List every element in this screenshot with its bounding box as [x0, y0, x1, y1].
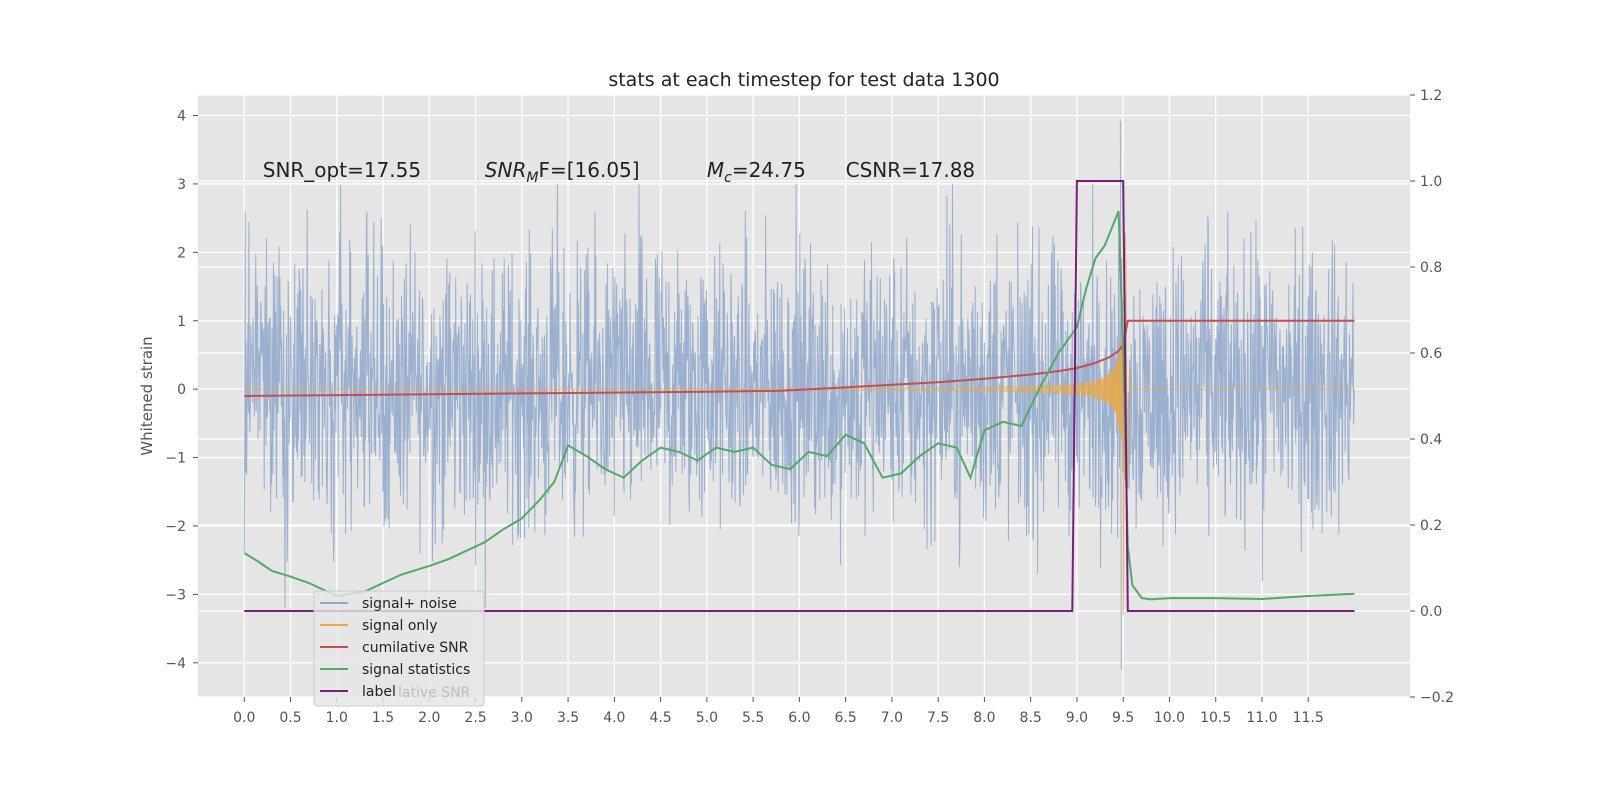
signal-statistics-line — [243, 210, 1355, 601]
y-tick-label-left: −1 — [165, 451, 186, 467]
x-axis: 0.0 0.5 1.0 1.5 2.0 2.5 3.0 3.5 4.0 4.5 5.0 5.5 6.0 6… — [233, 697, 1324, 726]
x-tick-label: 7.5 — [927, 710, 949, 726]
x-tick-label: 4.5 — [649, 710, 671, 726]
y-tick-label-right: 1.0 — [1420, 174, 1442, 190]
x-tick-label: 6.0 — [788, 710, 810, 726]
signal-only-series — [244, 232, 1355, 615]
x-tick-label: 9.0 — [1066, 710, 1088, 726]
x-tick-label: 2.5 — [464, 710, 486, 726]
y-axis-left: 4 3 2 1 0 −1 −2 −3 −4 — [165, 109, 198, 672]
x-tick-label: 5.0 — [696, 710, 718, 726]
legend-label: cumilative SNR — [362, 640, 469, 656]
y-tick-label-right: −0.2 — [1420, 690, 1454, 706]
legend: lative SNR signal+ noise signal only cumila… — [313, 590, 485, 707]
y-axis-right: 1.2 1.0 0.8 0.6 0.4 0.2 0.0 −0.2 — [1410, 88, 1454, 706]
cumulative-snr-line — [244, 319, 1355, 397]
x-tick-label: 9.5 — [1112, 710, 1134, 726]
y-tick-label-right: 0.0 — [1420, 604, 1442, 620]
annotation-subscript: c — [724, 170, 732, 186]
annotation: SNRMF=[16.05] — [485, 158, 640, 186]
legend-label: signal statistics — [362, 662, 470, 678]
x-tick-label: 0.5 — [279, 710, 301, 726]
y-tick-label-right: 0.8 — [1420, 260, 1442, 276]
legend-label: label — [362, 684, 396, 700]
annotation-main: M — [707, 158, 724, 182]
annotation-subscript: M — [526, 170, 538, 186]
y-tick-label-left: 1 — [177, 314, 186, 330]
legend-label: signal+ noise — [362, 596, 457, 612]
y-tick-label-right: 0.6 — [1420, 346, 1442, 362]
label-line — [244, 180, 1355, 612]
annotation-suffix: F=[16.05] — [538, 158, 639, 182]
x-tick-label: 3.0 — [511, 710, 533, 726]
legend-ghost-text: lative SNR — [398, 685, 471, 701]
x-tick-label: 2.0 — [418, 710, 440, 726]
y-axis-label: Whitened strain — [138, 336, 156, 455]
y-tick-label-left: −2 — [165, 519, 186, 535]
x-tick-label: 8.5 — [1020, 710, 1042, 726]
legend-label: signal only — [362, 618, 437, 634]
x-tick-label: 11.5 — [1293, 710, 1324, 726]
annotations: SNR_opt=17.55 SNRMF=[16.05] Mc=24.75 CSNR=1… — [263, 158, 975, 186]
legend-box — [313, 590, 485, 707]
x-tick-label: 1.0 — [326, 710, 348, 726]
x-tick-label: 0.0 — [233, 710, 255, 726]
y-tick-label-left: −4 — [165, 656, 186, 672]
x-tick-label: 10.5 — [1200, 710, 1231, 726]
y-tick-label-right: 0.4 — [1420, 432, 1442, 448]
annotation-suffix: =24.75 — [732, 158, 806, 182]
y-tick-label-right: 1.2 — [1420, 88, 1442, 104]
y-tick-label-right: 0.2 — [1420, 518, 1442, 534]
x-tick-label: 1.5 — [372, 710, 394, 726]
annotation-main: SNR — [485, 158, 527, 182]
y-tick-label-left: 4 — [177, 109, 186, 125]
chart-title: stats at each timestep for test data 130… — [608, 69, 999, 91]
series-layer — [243, 120, 1355, 670]
y-tick-label-left: 2 — [177, 245, 186, 261]
x-tick-label: 10.0 — [1154, 710, 1185, 726]
x-tick-label: 6.5 — [835, 710, 857, 726]
y-tick-label-left: 0 — [177, 382, 186, 398]
annotation: CSNR=17.88 — [846, 158, 976, 182]
x-tick-label: 11.0 — [1246, 710, 1277, 726]
x-tick-label: 7.0 — [881, 710, 903, 726]
annotation: SNR_opt=17.55 — [263, 158, 421, 182]
y-tick-label-left: 3 — [177, 177, 186, 193]
annotation: Mc=24.75 — [707, 158, 806, 186]
x-tick-label: 4.0 — [603, 710, 625, 726]
x-tick-label: 3.5 — [557, 710, 579, 726]
x-tick-label: 5.5 — [742, 710, 764, 726]
y-tick-label-left: −3 — [165, 587, 186, 603]
x-tick-label: 8.0 — [973, 710, 995, 726]
